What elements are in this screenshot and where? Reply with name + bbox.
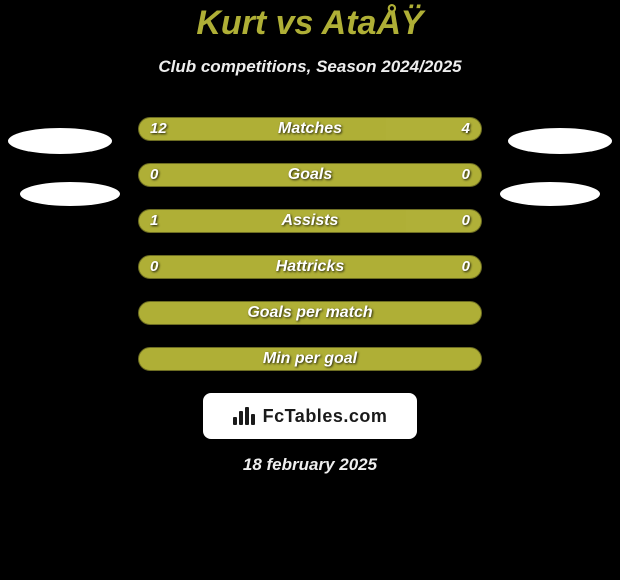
stat-value-left: 12 xyxy=(150,117,167,141)
stat-row: 124Matches xyxy=(138,117,482,141)
snapshot-date: 18 february 2025 xyxy=(0,455,620,475)
stat-row: 00Goals xyxy=(138,163,482,187)
stat-row: Goals per match xyxy=(138,301,482,325)
stat-bar-right xyxy=(406,209,482,233)
stat-row: 10Assists xyxy=(138,209,482,233)
stat-value-left: 0 xyxy=(150,255,158,279)
stat-bar-left xyxy=(138,117,386,141)
page-subtitle: Club competitions, Season 2024/2025 xyxy=(0,57,620,77)
stat-bar-full xyxy=(138,163,482,187)
stat-value-right: 0 xyxy=(462,209,470,233)
stat-bar-full xyxy=(138,347,482,371)
bar-chart-icon xyxy=(233,407,255,425)
stat-value-left: 1 xyxy=(150,209,158,233)
source-badge[interactable]: FcTables.com xyxy=(203,393,417,439)
stat-bar-full xyxy=(138,301,482,325)
stat-value-left: 0 xyxy=(150,163,158,187)
stat-value-right: 0 xyxy=(462,255,470,279)
stat-value-right: 4 xyxy=(462,117,470,141)
comparison-widget: Kurt vs AtaÅŸ Club competitions, Season … xyxy=(0,4,620,475)
page-title: Kurt vs AtaÅŸ xyxy=(0,4,620,43)
comparison-chart: 124Matches00Goals10Assists00HattricksGoa… xyxy=(0,117,620,371)
stat-bar-left xyxy=(138,209,406,233)
stat-row: Min per goal xyxy=(138,347,482,371)
stat-value-right: 0 xyxy=(462,163,470,187)
source-badge-text: FcTables.com xyxy=(263,406,388,427)
stat-row: 00Hattricks xyxy=(138,255,482,279)
stat-bar-full xyxy=(138,255,482,279)
